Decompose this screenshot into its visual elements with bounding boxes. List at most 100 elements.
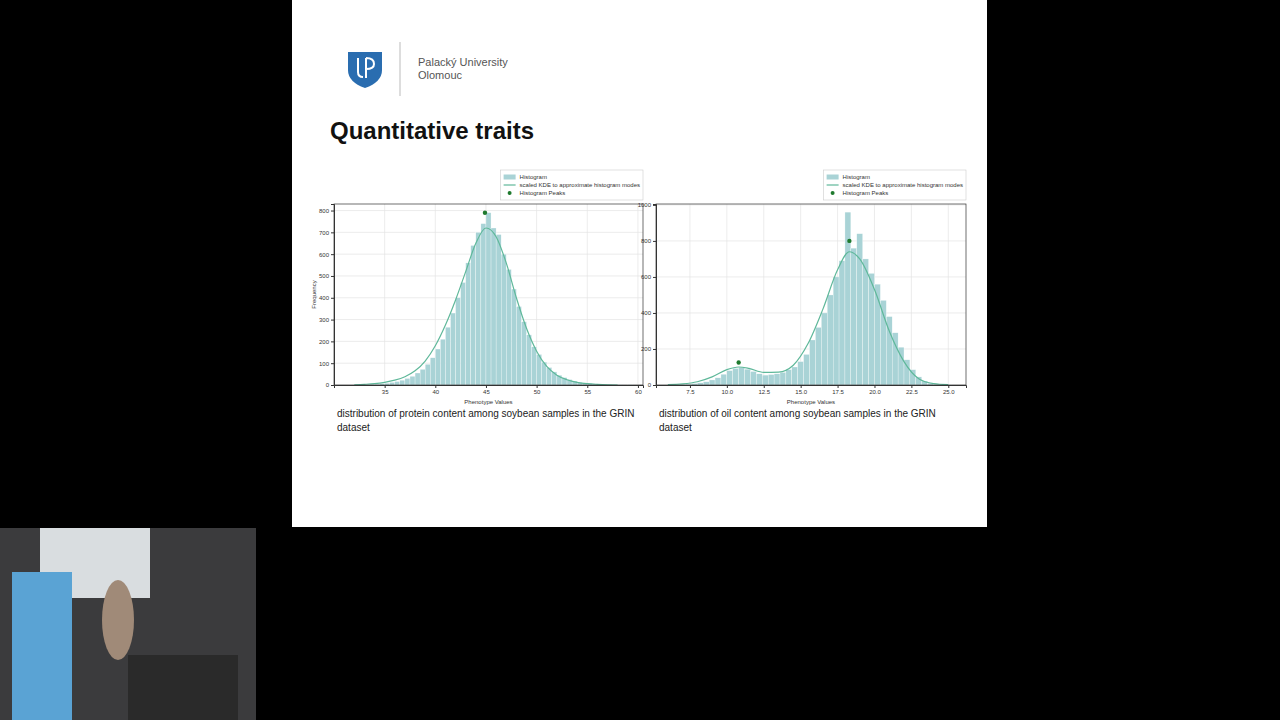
- x-tick-mark: [385, 385, 386, 388]
- x-tick: 50: [534, 385, 541, 395]
- histogram-bar: [425, 364, 430, 385]
- plot-area: [656, 204, 966, 385]
- y-tick-mark: [653, 205, 656, 206]
- histogram-bar: [476, 232, 481, 385]
- grid: [656, 204, 966, 385]
- x-tick-mark: [435, 385, 436, 388]
- x-axis: 7.510.012.515.017.520.022.525.0: [657, 385, 967, 395]
- screen: Palacký UniversityOlomoucQuantitative tr…: [0, 0, 1280, 720]
- histogram-bar: [511, 289, 516, 385]
- university-name: Palacký University: [418, 56, 508, 68]
- y-tick-mark: [331, 298, 334, 299]
- x-tick-label: 25.0: [943, 389, 955, 395]
- grid-line: [948, 204, 949, 385]
- histogram-bar: [756, 374, 762, 385]
- x-tick: 55: [584, 385, 591, 395]
- y-tick: 200: [641, 346, 656, 352]
- histogram-bar: [815, 327, 821, 385]
- marks: [668, 212, 951, 385]
- histogram-bar: [709, 380, 715, 385]
- histogram-bar: [471, 245, 476, 385]
- y-tick-mark: [653, 241, 656, 242]
- legend-item: scaled KDE to approximate histogram mode…: [504, 182, 640, 188]
- x-tick-mark: [690, 385, 691, 388]
- histogram-bar: [516, 306, 521, 385]
- histogram-bar: [466, 263, 471, 385]
- histogram-bar: [786, 370, 792, 385]
- x-axis-line: [335, 386, 644, 389]
- grid-line: [587, 204, 588, 385]
- x-tick-label: 45: [483, 389, 490, 395]
- y-tick-mark: [653, 349, 656, 350]
- y-tick-mark: [331, 363, 334, 364]
- histogram-bar: [420, 369, 425, 385]
- y-tick-label: 600: [319, 252, 330, 258]
- grid-line: [656, 276, 966, 277]
- x-tick-mark: [727, 385, 728, 388]
- y-tick-mark: [653, 313, 656, 314]
- legend-item: Histogram: [827, 174, 870, 180]
- y-tick: 1000: [638, 202, 656, 208]
- histogram-bar: [400, 380, 405, 385]
- histogram: [354, 213, 633, 385]
- y-tick-mark: [331, 254, 334, 255]
- marks: [354, 211, 633, 385]
- histogram-bar: [839, 261, 845, 385]
- presenter-video: [0, 528, 256, 720]
- histogram-bar: [440, 339, 445, 385]
- x-tick-label: 12.5: [758, 389, 770, 395]
- legend-label: Histogram: [520, 174, 547, 180]
- plot-area: [334, 204, 643, 385]
- histogram-bar: [491, 228, 496, 385]
- grid-line: [726, 204, 727, 385]
- legend-swatch: [827, 184, 839, 185]
- y-tick-label: 800: [319, 208, 330, 214]
- y-tick-mark: [331, 385, 334, 386]
- histogram-bar: [768, 375, 774, 385]
- x-tick: 60: [635, 385, 642, 395]
- y-tick-mark: [653, 385, 656, 386]
- x-tick-label: 40: [432, 389, 439, 395]
- histogram-bar: [750, 371, 756, 385]
- logo-shield: [348, 52, 382, 88]
- histogram-bar: [506, 269, 511, 385]
- y-tick: 0: [326, 382, 334, 388]
- plot-frame: [656, 204, 966, 385]
- logo-mark: [358, 58, 374, 78]
- grid-line: [637, 204, 638, 385]
- histogram-bar: [739, 367, 745, 385]
- legend-swatch: [827, 175, 839, 180]
- slide-title: Quantitative traits: [330, 117, 534, 144]
- x-tick-label: 7.5: [686, 389, 695, 395]
- legend-swatch: [508, 191, 512, 195]
- y-tick-label: 400: [641, 310, 652, 316]
- x-tick: 45: [483, 385, 490, 395]
- x-tick-label: 50: [534, 389, 541, 395]
- histogram-bar: [496, 235, 501, 385]
- y-tick-label: 300: [319, 317, 330, 323]
- y-tick-mark: [331, 276, 334, 277]
- y-tick: 800: [641, 238, 656, 244]
- y-tick-label: 0: [648, 382, 652, 388]
- x-tick: 25.0: [943, 385, 955, 395]
- x-tick-mark: [638, 385, 639, 388]
- caption: distribution of oil content among soybea…: [659, 408, 936, 433]
- y-tick-label: 700: [319, 230, 330, 236]
- histogram-bar: [798, 362, 804, 385]
- legend-box: [824, 170, 966, 200]
- legend-label: Histogram: [843, 174, 870, 180]
- kde-line: [354, 228, 617, 385]
- grid-line: [656, 204, 966, 205]
- histogram-bar: [456, 298, 461, 385]
- x-tick-mark: [874, 385, 875, 388]
- histogram-bar: [405, 378, 410, 385]
- video-poster: [12, 572, 72, 720]
- x-axis-line: [657, 386, 967, 389]
- grid-line: [656, 312, 966, 313]
- y-axis: 0100200300400500600700800: [319, 205, 335, 389]
- x-tick-label: 55: [584, 389, 591, 395]
- y-tick-mark: [331, 232, 334, 233]
- legend-label: Histogram Peaks: [843, 190, 889, 196]
- histogram-bar: [733, 368, 739, 385]
- y-tick-label: 200: [641, 346, 652, 352]
